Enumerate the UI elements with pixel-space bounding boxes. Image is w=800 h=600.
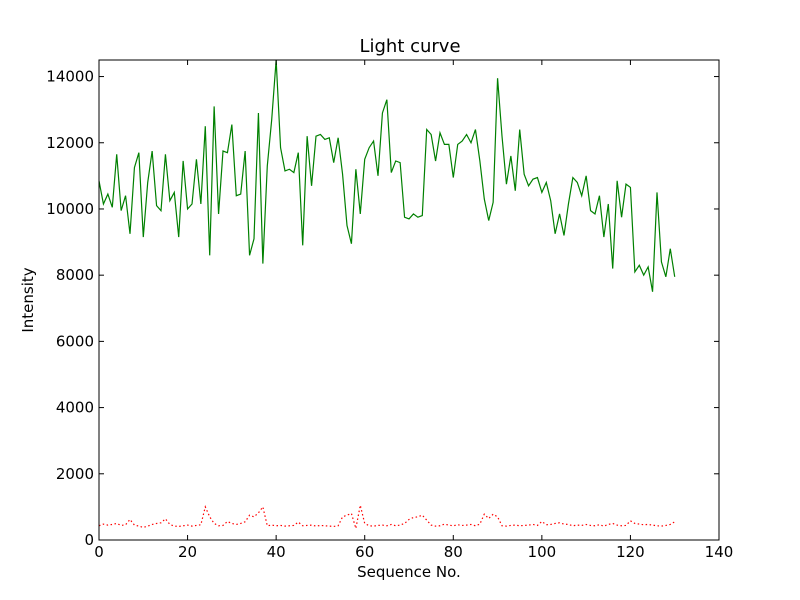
y-axis-label: Intensity — [19, 267, 37, 332]
x-tick-label: 0 — [94, 543, 104, 561]
x-tick-label: 40 — [267, 543, 286, 561]
x-tick-label: 120 — [616, 543, 645, 561]
x-tick-label: 140 — [705, 543, 734, 561]
chart-title: Light curve — [359, 36, 460, 57]
x-tick-label: 80 — [444, 543, 463, 561]
x-axis-ticks: 0 20 40 60 80 100 120 140 — [94, 60, 733, 561]
y-tick-label: 0 — [84, 531, 94, 549]
y-tick-label: 10000 — [46, 200, 94, 218]
x-tick-label: 60 — [355, 543, 374, 561]
x-tick-label: 20 — [178, 543, 197, 561]
y-axis-ticks: 0 2000 4000 6000 8000 10000 12000 14000 — [46, 68, 719, 549]
series-line-1 — [98, 59, 676, 292]
y-tick-label: 4000 — [56, 399, 94, 417]
x-axis-label: Sequence No. — [357, 563, 461, 581]
plot-frame — [98, 59, 720, 541]
y-tick-label: 8000 — [56, 266, 94, 284]
series-line-2 — [98, 505, 676, 529]
x-tick-label: 100 — [528, 543, 557, 561]
y-tick-label: 2000 — [56, 465, 94, 483]
series-layer — [98, 59, 676, 529]
y-tick-label: 6000 — [56, 332, 94, 350]
y-tick-label: 12000 — [46, 134, 94, 152]
y-tick-label: 14000 — [46, 68, 94, 86]
